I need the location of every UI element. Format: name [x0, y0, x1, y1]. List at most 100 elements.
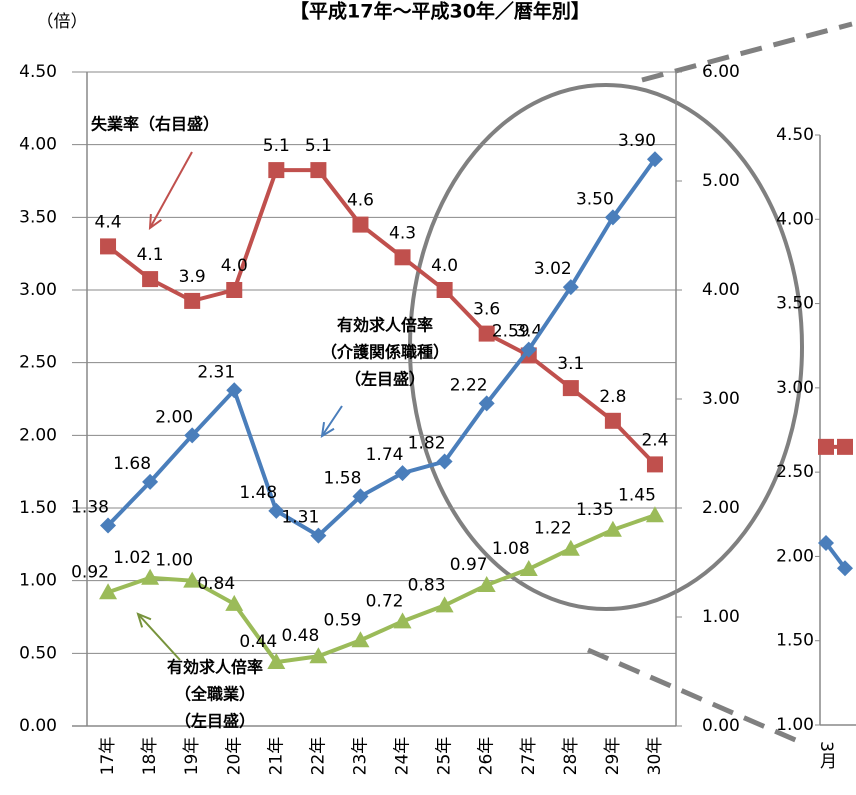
data-label: 0.48 [281, 626, 319, 646]
x-tick-label: 20年 [224, 737, 244, 776]
x-tick-label: 27年 [519, 737, 539, 776]
y2-tick-label: 5.00 [702, 171, 740, 191]
data-label: 2.31 [197, 362, 235, 382]
marker [100, 517, 117, 534]
data-label: 1.02 [113, 548, 151, 568]
marker [393, 612, 412, 629]
y-tick-label: 1.00 [776, 715, 814, 735]
y-tick-label: 1.50 [19, 498, 57, 518]
marker [561, 539, 580, 556]
chart-title: 【平成17年～平成30年／暦年別】 [290, 0, 590, 23]
marker [646, 151, 663, 168]
annotation-arrow [321, 405, 343, 437]
x-tick-label: 18年 [140, 737, 160, 776]
annotation: 有効求人倍率 [337, 316, 433, 335]
data-label: 3.90 [618, 131, 656, 151]
x-tick-label: 26年 [477, 737, 497, 776]
data-label: 1.48 [239, 483, 277, 503]
data-label: 4.1 [137, 245, 164, 265]
marker [604, 412, 621, 429]
marker [520, 341, 537, 358]
data-label: 3.50 [576, 189, 614, 209]
marker [436, 282, 453, 298]
marker [645, 506, 664, 523]
annotation: （全職業） [175, 685, 255, 704]
marker [351, 631, 370, 648]
data-label: 4.6 [347, 191, 374, 211]
y-tick-label: 2.50 [776, 462, 814, 482]
data-label: 1.00 [155, 551, 193, 571]
marker [310, 527, 327, 544]
marker [352, 488, 369, 505]
y-tick-label: 2.00 [776, 546, 814, 566]
marker [225, 594, 244, 611]
marker [646, 456, 663, 473]
data-label: 4.4 [95, 212, 122, 232]
marker [99, 583, 118, 600]
marker [603, 520, 622, 537]
main-chart: 0.00 0.50 1.00 1.50 2.00 2.50 3.00 3.50 4.00 4.50… [19, 62, 740, 775]
y-axis-label: （倍） [37, 12, 88, 32]
y-tick-label: 2.50 [19, 353, 57, 373]
marker [184, 427, 201, 444]
x-tick-label: 22年 [308, 737, 328, 776]
data-label: 3.9 [179, 267, 206, 287]
marker [818, 534, 834, 551]
marker [142, 271, 159, 288]
y2-tick-label: 0.00 [702, 716, 740, 736]
x-tick-label: 19年 [182, 737, 202, 776]
data-label: 0.92 [71, 562, 109, 582]
data-label: 3.02 [534, 259, 572, 279]
marker [184, 292, 201, 309]
data-label: 1.35 [576, 500, 614, 520]
zoom-line [587, 647, 801, 745]
y2-tick-label: 2.00 [702, 498, 740, 518]
marker [226, 282, 243, 298]
marker [226, 382, 243, 399]
marker [837, 438, 853, 455]
data-label: 1.31 [281, 508, 319, 528]
data-label: 4.0 [431, 256, 458, 276]
marker [183, 571, 202, 588]
marker [352, 216, 369, 233]
y-tick-label: 1.00 [19, 571, 57, 591]
x-tick-label: 25年 [435, 737, 455, 776]
data-label: 1.08 [492, 539, 530, 559]
data-label: 3.1 [557, 354, 584, 374]
data-label: 1.82 [408, 433, 446, 453]
marker [519, 560, 538, 577]
y2-tick-label: 1.00 [702, 607, 740, 627]
annotation-arrow [137, 613, 181, 661]
data-label: 4.0 [221, 256, 248, 276]
marker [268, 162, 285, 179]
data-label: 2.8 [599, 387, 626, 407]
data-label: 1.68 [113, 454, 151, 474]
y-tick-label: 4.00 [19, 135, 57, 155]
x-tick-label: 23年 [350, 737, 370, 776]
annotation: （左目盛） [345, 370, 425, 389]
x-tick-label: 24年 [393, 737, 413, 776]
arrow-head [136, 612, 152, 628]
annotation: 有効求人倍率 [167, 658, 263, 677]
marker [478, 325, 495, 342]
data-label: 1.22 [534, 519, 572, 539]
marker [436, 453, 453, 470]
marker [478, 395, 495, 412]
x-tick-label: 3月 [816, 741, 837, 769]
y-tick-label: 3.00 [19, 280, 57, 300]
y2-tick-label: 4.00 [702, 280, 740, 300]
marker [309, 647, 328, 664]
marker [141, 568, 160, 585]
data-label: 5.1 [263, 136, 290, 156]
y-tick-label: 0.50 [19, 643, 57, 663]
marker [267, 653, 286, 670]
annotation: 失業率（右目盛） [91, 115, 219, 134]
y-tick-label: 4.50 [776, 125, 814, 145]
data-label: 2.00 [155, 407, 193, 427]
data-label: 3.6 [473, 300, 500, 320]
data-label: 0.59 [324, 610, 362, 630]
marker [394, 249, 411, 266]
y-tick-label: 4.00 [776, 209, 814, 229]
series-line [106, 158, 657, 539]
